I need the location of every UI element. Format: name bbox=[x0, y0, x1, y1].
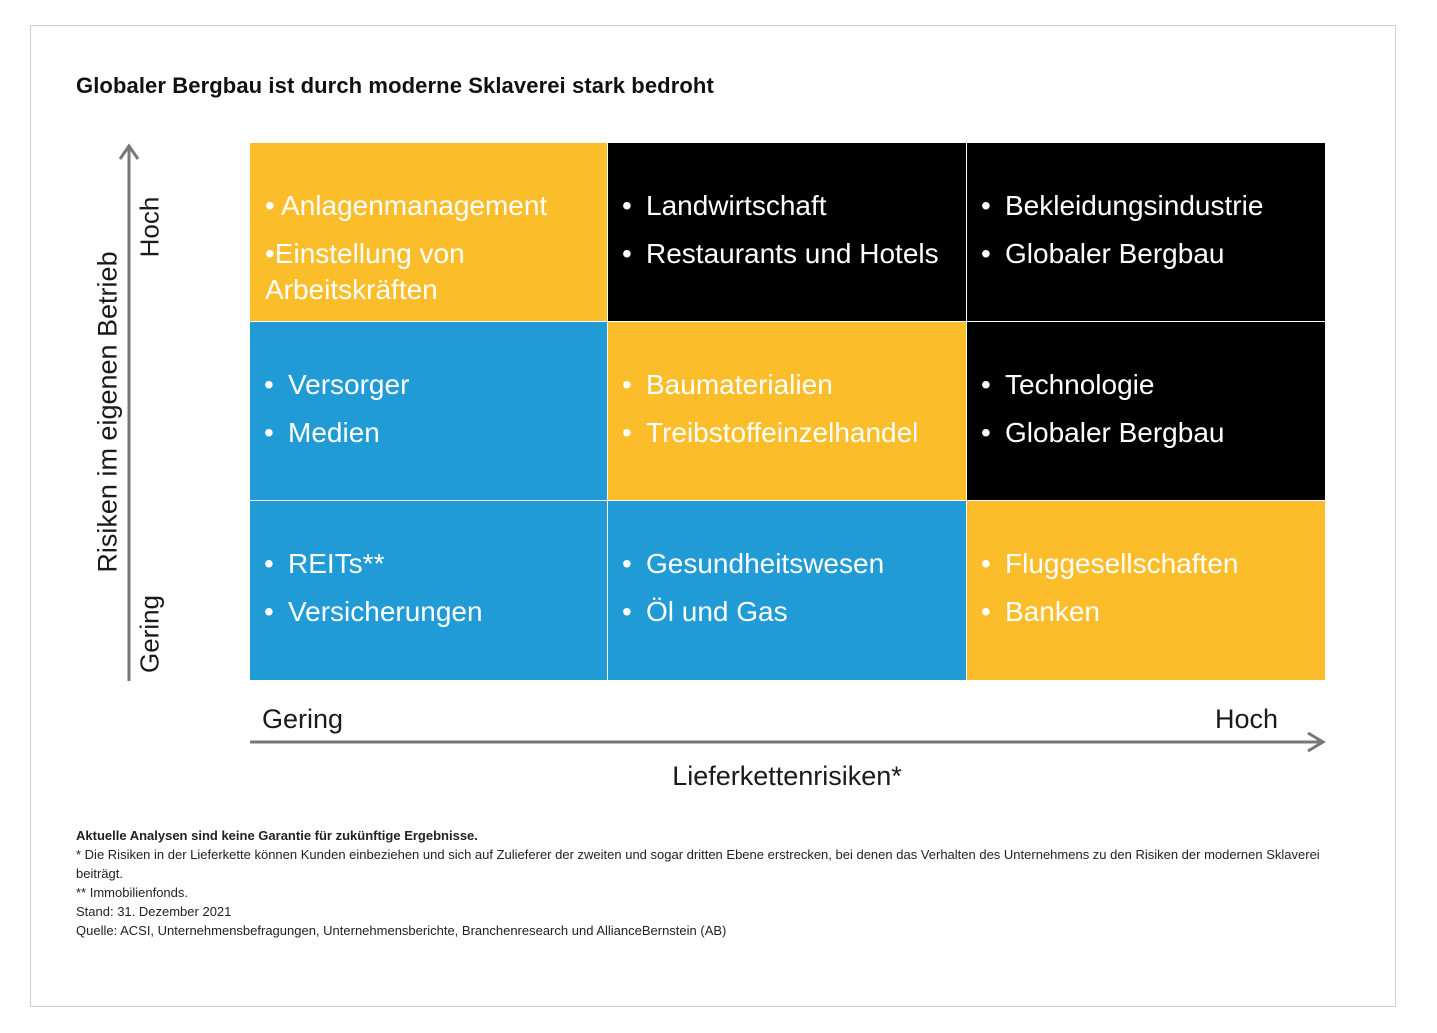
cell-item: • Gesundheitswesen bbox=[622, 546, 952, 582]
cell-item: • Fluggesellschaften bbox=[981, 546, 1311, 582]
figure-frame bbox=[30, 25, 1396, 1007]
bullet: • bbox=[622, 190, 632, 221]
disclaimer: Aktuelle Analysen sind keine Garantie fü… bbox=[76, 828, 478, 843]
bullet: • bbox=[981, 190, 991, 221]
footnote-supply-chain: * Die Risiken in der Lieferkette können … bbox=[76, 847, 1320, 881]
x-axis-arrow bbox=[250, 731, 1326, 753]
bullet: • bbox=[264, 548, 274, 579]
cell-item-label: Fluggesellschaften bbox=[1005, 548, 1239, 579]
bullet: • bbox=[981, 369, 991, 400]
y-axis-low-label: Gering bbox=[134, 594, 165, 674]
cell-item-label: Globaler Bergbau bbox=[1005, 417, 1225, 448]
cell-item: • Globaler Bergbau bbox=[981, 236, 1311, 272]
bullet: • bbox=[622, 417, 632, 448]
cell-item-label: Banken bbox=[1005, 596, 1100, 627]
as-of-date: Stand: 31. Dezember 2021 bbox=[76, 904, 232, 919]
cell-item-label: REITs** bbox=[288, 548, 385, 579]
figure-title: Globaler Bergbau ist durch moderne Sklav… bbox=[76, 73, 714, 98]
cell-item: • Restaurants und Hotels bbox=[622, 236, 952, 272]
cell-item: • Baumaterialien bbox=[622, 367, 952, 403]
cell-low-own-mid-supply: • Gesundheitswesen • Öl und Gas bbox=[608, 501, 966, 680]
cell-item: • Versorger bbox=[264, 367, 593, 403]
bullet: • bbox=[622, 548, 632, 579]
cell-item-label: Versicherungen bbox=[288, 596, 483, 627]
cell-item-label: Landwirtschaft bbox=[646, 190, 827, 221]
bullet: • bbox=[264, 417, 274, 448]
cell-low-own-high-supply: • Fluggesellschaften • Banken bbox=[967, 501, 1325, 680]
footnotes: Aktuelle Analysen sind keine Garantie fü… bbox=[76, 826, 1366, 940]
cell-item: • Landwirtschaft bbox=[622, 188, 952, 224]
cell-low-own-low-supply: • REITs** • Versicherungen bbox=[250, 501, 607, 680]
bullet: • bbox=[981, 417, 991, 448]
cell-item-label: Baumaterialien bbox=[646, 369, 833, 400]
x-axis-low-label: Gering bbox=[262, 704, 344, 734]
cell-item: • Versicherungen bbox=[264, 594, 593, 630]
cell-item: • Treibstoffeinzelhandel bbox=[622, 415, 952, 451]
cell-item-label: Globaler Bergbau bbox=[1005, 238, 1225, 269]
cell-item: • Technologie bbox=[981, 367, 1311, 403]
risk-matrix: • Anlagenmanagement •Einstellung von Arb… bbox=[250, 143, 1325, 680]
cell-item-label: Öl und Gas bbox=[646, 596, 788, 627]
bullet: • bbox=[622, 596, 632, 627]
footnote-reits: ** Immobilienfonds. bbox=[76, 885, 188, 900]
bullet: • bbox=[264, 596, 274, 627]
cell-high-own-mid-supply: • Landwirtschaft • Restaurants und Hotels bbox=[608, 143, 966, 321]
cell-item: • Bekleidungsindustrie bbox=[981, 188, 1311, 224]
cell-mid-own-high-supply: • Technologie • Globaler Bergbau bbox=[967, 322, 1325, 500]
cell-item-label: Bekleidungsindustrie bbox=[1005, 190, 1264, 221]
cell-high-own-high-supply: • Bekleidungsindustrie • Globaler Bergbau bbox=[967, 143, 1325, 321]
cell-item-label: Medien bbox=[288, 417, 380, 448]
cell-item: • REITs** bbox=[264, 546, 593, 582]
y-axis-arrow bbox=[118, 143, 140, 681]
cell-item-label: Treibstoffeinzelhandel bbox=[646, 417, 919, 448]
bullet: • bbox=[981, 548, 991, 579]
cell-item: • Banken bbox=[981, 594, 1311, 630]
y-axis-high-label: Hoch bbox=[134, 196, 165, 258]
x-axis-high-label: Hoch bbox=[1214, 704, 1278, 734]
cell-item-label: Technologie bbox=[1005, 369, 1155, 400]
bullet: • bbox=[981, 596, 991, 627]
cell-item: • Globaler Bergbau bbox=[981, 415, 1311, 451]
cell-item: • Öl und Gas bbox=[622, 594, 952, 630]
bullet: • bbox=[622, 238, 632, 269]
bullet: • bbox=[981, 238, 991, 269]
cell-item: •Einstellung von Arbeitskräften bbox=[265, 238, 465, 305]
cell-item-label: Restaurants und Hotels bbox=[646, 238, 939, 269]
cell-mid-own-mid-supply: • Baumaterialien • Treibstoffeinzelhandel bbox=[608, 322, 966, 500]
cell-mid-own-low-supply: • Versorger • Medien bbox=[250, 322, 607, 500]
cell-item: • Medien bbox=[264, 415, 593, 451]
x-axis-title: Lieferkettenrisiken* bbox=[672, 761, 902, 791]
bullet: • bbox=[622, 369, 632, 400]
bullet: • bbox=[264, 369, 274, 400]
cell-item: • Anlagenmanagement bbox=[265, 190, 548, 221]
cell-item-label: Gesundheitswesen bbox=[646, 548, 885, 579]
cell-item-label: Versorger bbox=[288, 369, 410, 400]
y-axis-title: Risiken im eigenen Betrieb bbox=[92, 251, 123, 573]
source-note: Quelle: ACSI, Unternehmensbefragungen, U… bbox=[76, 923, 727, 938]
cell-high-own-low-supply: • Anlagenmanagement •Einstellung von Arb… bbox=[250, 143, 607, 321]
